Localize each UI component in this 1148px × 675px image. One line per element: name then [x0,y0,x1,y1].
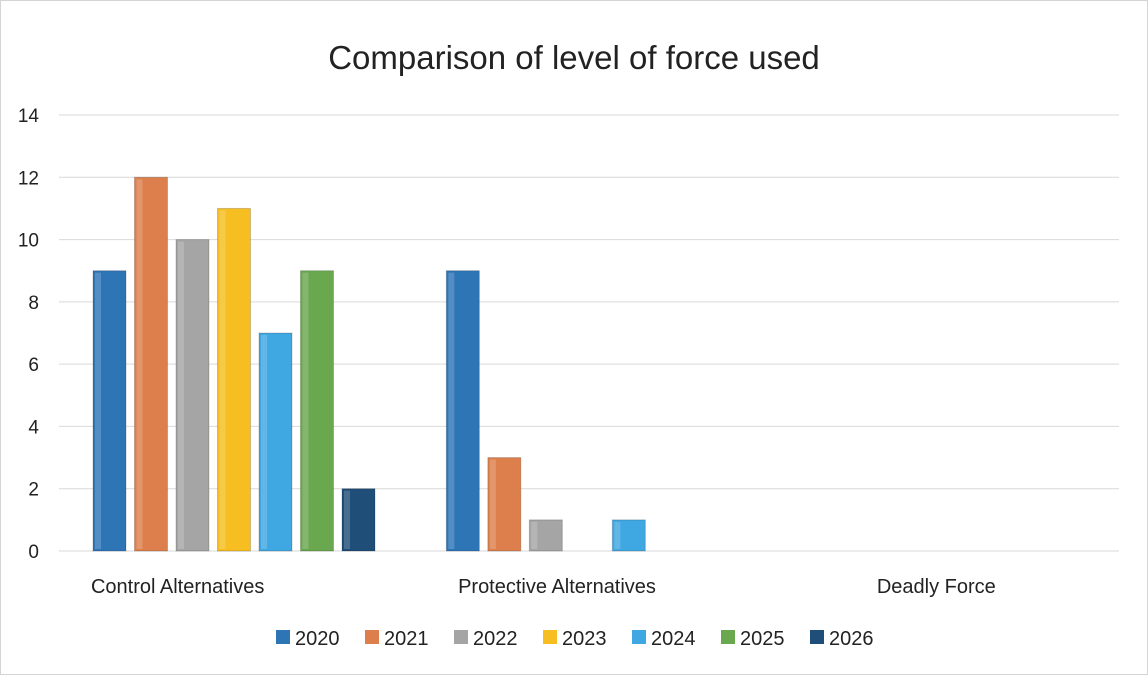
bar-highlight [261,335,267,549]
bar-highlight [531,521,538,549]
bar-highlight [219,210,226,549]
chart-title: Comparison of level of force used [328,39,820,76]
legend-label: 2020 [295,628,340,650]
legend-item-2022: 2022 [454,628,518,650]
bar-highlight [136,179,143,550]
bar-rect [611,519,646,552]
legend-swatch [810,630,824,644]
legend-label: 2022 [473,628,518,650]
legend-item-2025: 2025 [721,628,785,650]
y-tick-label: 2 [28,480,39,501]
legend-item-2021: 2021 [365,628,429,650]
bar-2022 [175,239,210,552]
bar-rect [134,176,168,552]
bar-rect [445,270,480,552]
bar-2024 [258,332,293,552]
bar-2021 [134,176,168,552]
legend-item-2024: 2024 [632,628,696,650]
legend-swatch [454,630,468,644]
y-axis-ticks: 0 2 4 6 8 10 12 14 [18,106,40,563]
bar-2024 [611,519,646,552]
bar-highlight [95,272,101,549]
x-category-label: Control Alternatives [91,576,264,598]
bar-highlight [489,459,496,549]
legend-label: 2024 [651,628,696,650]
y-tick-label: 4 [28,417,39,438]
bar-highlight [302,272,309,549]
bar-highlight [344,490,350,549]
legend-label: 2025 [740,628,785,650]
y-tick-label: 0 [28,542,39,563]
x-category-label: Deadly Force [877,576,996,598]
y-tick-label: 10 [18,231,39,252]
bar-highlight [448,272,455,549]
x-category-label: Protective Alternatives [458,576,656,598]
legend-item-2020: 2020 [276,628,340,650]
bar-2025 [300,270,334,552]
bar-2022 [528,519,563,552]
x-axis-categories: Control Alternatives Protective Alternati… [91,576,996,598]
legend-swatch [721,630,735,644]
bar-2023 [217,207,251,552]
legend-item-2023: 2023 [543,628,607,650]
bar-rect [175,239,210,552]
legend-label: 2026 [829,628,874,650]
legend-label: 2021 [384,628,429,650]
bar-rect [258,332,293,552]
legend: 2020 2021 2022 2023 2024 2025 2026 [276,628,874,650]
bars [92,176,646,552]
bar-2026 [341,488,376,552]
bar-highlight [614,521,621,549]
y-tick-label: 12 [18,168,39,189]
bar-rect [300,270,334,552]
legend-swatch [543,630,557,644]
bar-highlight [178,241,184,550]
y-tick-label: 8 [28,293,39,314]
legend-item-2026: 2026 [810,628,874,650]
y-tick-label: 14 [18,106,40,127]
bar-rect [92,270,127,552]
y-tick-label: 6 [28,355,39,376]
bar-rect [341,488,376,552]
bar-rect [528,519,563,552]
legend-swatch [632,630,646,644]
bar-2020 [92,270,127,552]
bar-rect [217,207,251,552]
bar-2021 [487,457,522,552]
legend-swatch [276,630,290,644]
bar-rect [487,457,522,552]
legend-swatch [365,630,379,644]
legend-label: 2023 [562,628,607,650]
bar-2020 [445,270,480,552]
